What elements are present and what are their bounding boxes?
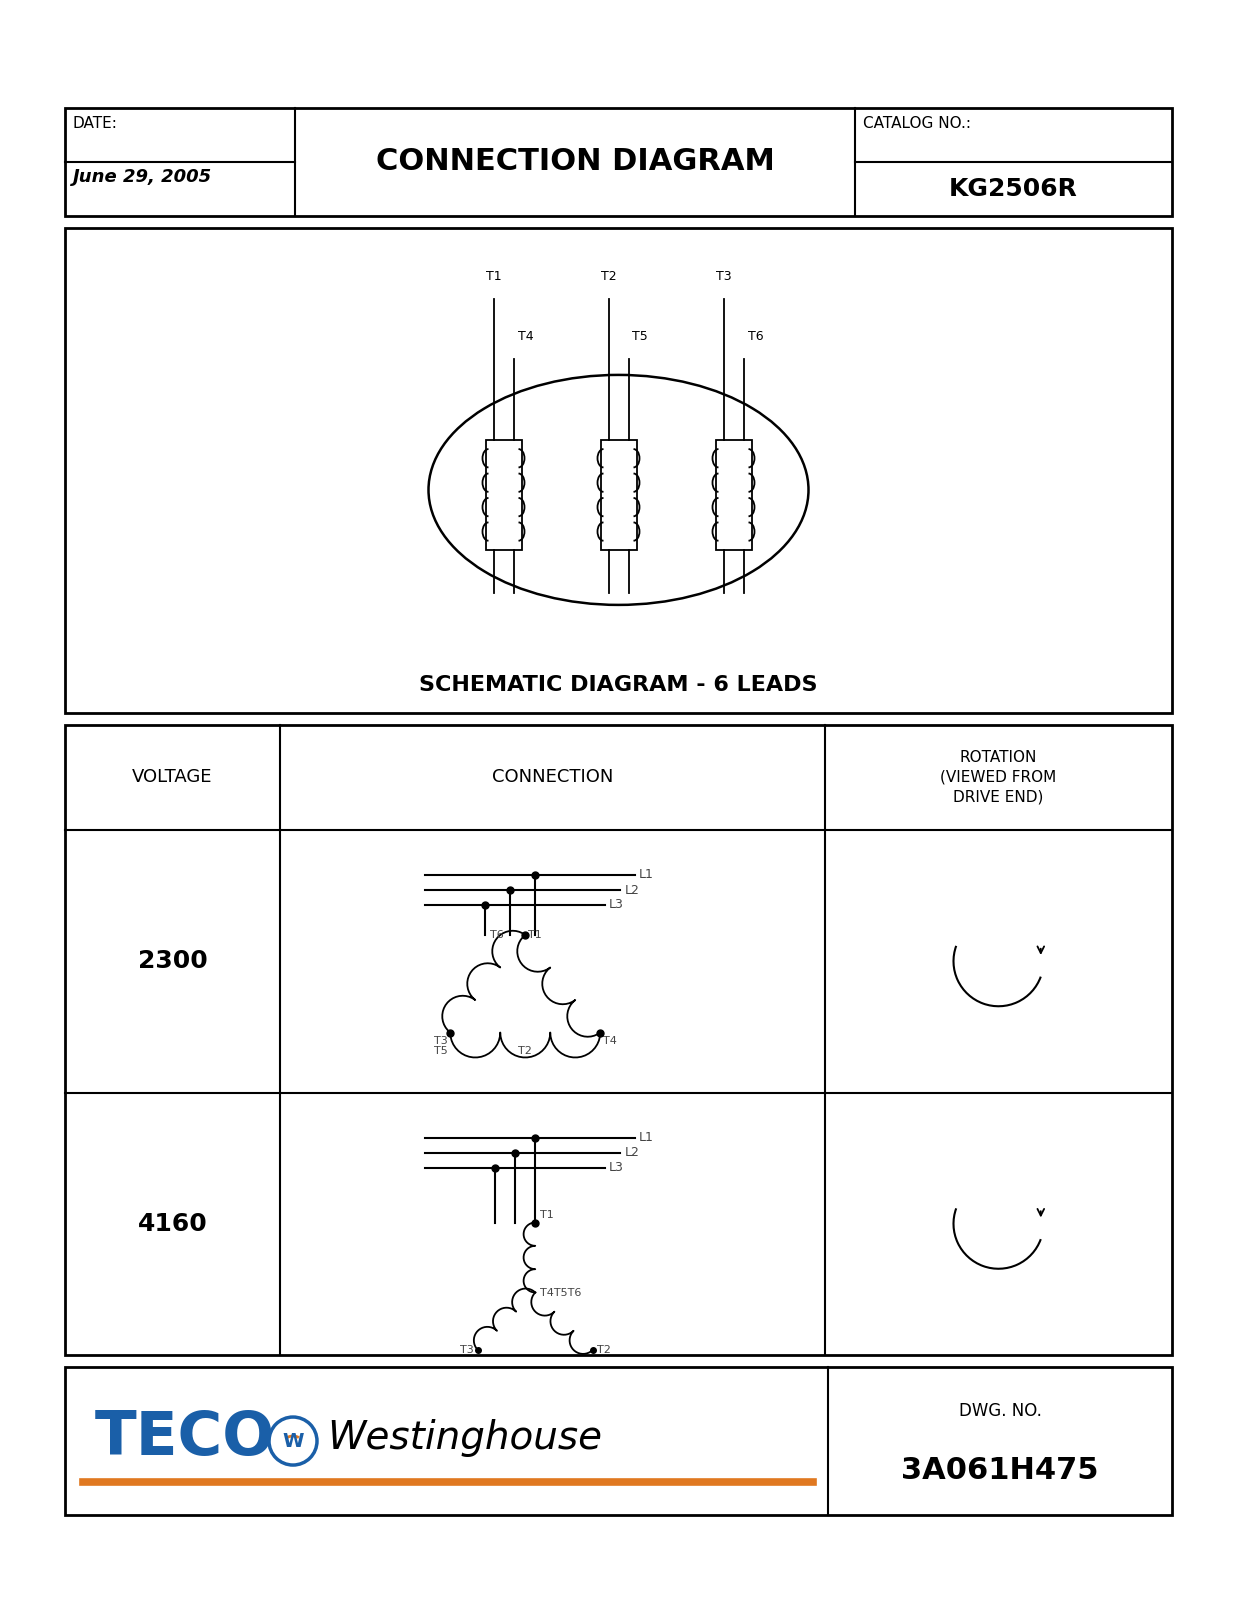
Text: L3: L3 — [610, 899, 625, 912]
Text: T4: T4 — [517, 330, 533, 342]
Text: Westinghouse: Westinghouse — [327, 1419, 602, 1458]
Text: L2: L2 — [625, 1146, 640, 1158]
Text: T6: T6 — [747, 330, 763, 342]
Bar — [715, 440, 752, 550]
Text: June 29, 2005: June 29, 2005 — [73, 168, 212, 186]
Text: T1: T1 — [486, 270, 501, 283]
Text: T6: T6 — [490, 930, 503, 939]
Text: L3: L3 — [610, 1162, 625, 1174]
Text: L2: L2 — [625, 883, 640, 896]
Text: T1: T1 — [541, 1211, 554, 1221]
Text: T4: T4 — [604, 1035, 617, 1045]
Text: 2300: 2300 — [137, 949, 208, 973]
Text: T2: T2 — [518, 1046, 532, 1056]
Bar — [600, 440, 637, 550]
Bar — [66, 725, 1171, 1355]
Text: 4160: 4160 — [137, 1211, 208, 1235]
Bar — [66, 109, 1171, 216]
Text: CATALOG NO.:: CATALOG NO.: — [863, 117, 971, 131]
Text: T2: T2 — [596, 1346, 611, 1355]
Text: TECO: TECO — [95, 1408, 276, 1467]
Text: T4T5T6: T4T5T6 — [541, 1288, 581, 1298]
Text: T1: T1 — [528, 930, 542, 939]
Text: CONNECTION DIAGRAM: CONNECTION DIAGRAM — [376, 147, 774, 176]
Text: KG2506R: KG2506R — [949, 178, 1077, 202]
Text: T5: T5 — [433, 1046, 448, 1056]
Text: SCHEMATIC DIAGRAM - 6 LEADS: SCHEMATIC DIAGRAM - 6 LEADS — [419, 675, 818, 694]
Text: VOLTAGE: VOLTAGE — [132, 768, 213, 787]
Text: T3: T3 — [460, 1346, 474, 1355]
Text: T3: T3 — [716, 270, 731, 283]
Text: 3A061H475: 3A061H475 — [902, 1456, 1098, 1485]
Text: L1: L1 — [640, 869, 654, 882]
Text: W: W — [282, 1432, 304, 1451]
Bar — [485, 440, 522, 550]
Bar — [66, 1366, 1171, 1515]
Text: T3: T3 — [433, 1035, 448, 1045]
Text: ROTATION
(VIEWED FROM
DRIVE END): ROTATION (VIEWED FROM DRIVE END) — [940, 750, 1056, 805]
Bar — [66, 227, 1171, 714]
Text: T5: T5 — [632, 330, 648, 342]
Text: CONNECTION: CONNECTION — [492, 768, 614, 787]
Text: L1: L1 — [640, 1131, 654, 1144]
Text: DATE:: DATE: — [73, 117, 118, 131]
Text: T2: T2 — [601, 270, 616, 283]
Text: DWG. NO.: DWG. NO. — [959, 1402, 1042, 1421]
